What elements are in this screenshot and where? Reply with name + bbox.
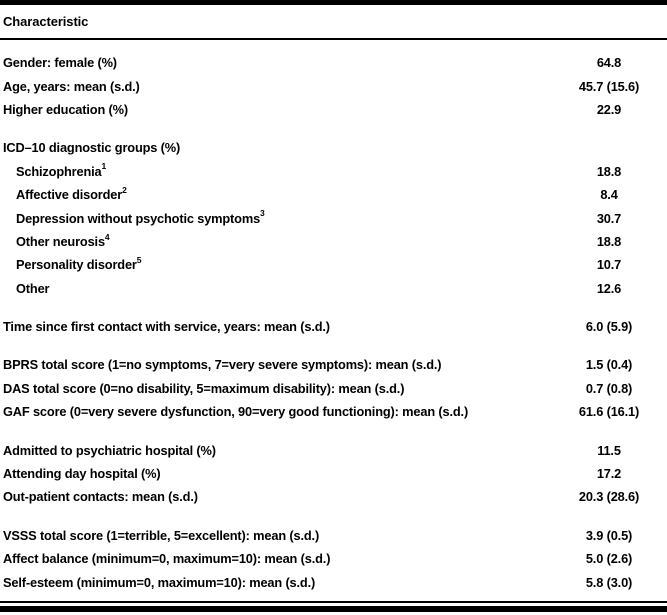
table-row: Other neurosis4 18.8 — [0, 230, 667, 253]
row-label: Schizophrenia1 — [16, 161, 107, 179]
table-row: Affect balance (minimum=0, maximum=10): … — [0, 547, 667, 570]
table-row: Self-esteem (minimum=0, maximum=10): mea… — [0, 570, 667, 593]
row-label: DAS total score (0=no disability, 5=maxi… — [3, 380, 405, 396]
footnote-marker: 1 — [101, 161, 107, 172]
row-value: 12.6 — [596, 280, 622, 296]
row-value: 22.9 — [596, 101, 622, 117]
table-row: Other 12.6 — [0, 277, 667, 300]
row-value: 20.3 (28.6) — [578, 489, 640, 505]
table-row: Affective disorder2 8.4 — [0, 183, 667, 206]
table-row: GAF score (0=very severe dysfunction, 90… — [0, 400, 667, 423]
row-label: Affective disorder2 — [16, 184, 127, 203]
row-value: 1.5 (0.4) — [585, 357, 633, 373]
row-label: ICD–10 diagnostic groups (%) — [3, 140, 181, 156]
row-group-clinical-scores: BPRS total score (1=no symptoms, 7=very … — [0, 353, 667, 423]
row-value: 0.7 (0.8) — [585, 380, 633, 396]
row-value: 10.7 — [596, 257, 622, 273]
table-header-row: Characteristic — [0, 5, 667, 40]
row-value: 17.2 — [596, 466, 622, 482]
footnote-marker: 4 — [104, 231, 110, 242]
row-group-diagnostics: ICD–10 diagnostic groups (%) Schizophren… — [0, 136, 667, 300]
column-header-characteristic: Characteristic — [3, 14, 89, 29]
row-label: BPRS total score (1=no symptoms, 7=very … — [3, 357, 442, 373]
row-label: Self-esteem (minimum=0, maximum=10): mea… — [3, 574, 316, 590]
row-group-service-contact: Time since first contact with service, y… — [0, 315, 667, 338]
table-row: BPRS total score (1=no symptoms, 7=very … — [0, 353, 667, 376]
table-row: Gender: female (%) 64.8 — [0, 51, 667, 74]
table-body: Gender: female (%) 64.8 Age, years: mean… — [0, 40, 667, 594]
row-value: 8.4 — [600, 187, 618, 203]
table-row: Higher education (%) 22.9 — [0, 98, 667, 121]
table-top-rule — [0, 0, 667, 5]
row-label: Time since first contact with service, y… — [3, 319, 330, 335]
row-value: 5.8 (3.0) — [585, 574, 633, 590]
table-row: Depression without psychotic symptoms3 3… — [0, 206, 667, 229]
footnote-marker: 2 — [122, 184, 127, 195]
table-row: Age, years: mean (s.d.) 45.7 (15.6) — [0, 74, 667, 97]
table-row: VSSS total score (1=terrible, 5=excellen… — [0, 524, 667, 547]
table-row: Time since first contact with service, y… — [0, 315, 667, 338]
row-label: Attending day hospital (%) — [3, 466, 161, 482]
row-label: Out-patient contacts: mean (s.d.) — [3, 489, 198, 505]
row-value: 3.9 (0.5) — [585, 527, 633, 543]
row-value: 18.8 — [596, 233, 622, 249]
row-label: Higher education (%) — [3, 101, 128, 117]
row-value: 11.5 — [597, 442, 621, 458]
row-value: 64.8 — [596, 55, 622, 71]
table-row: Out-patient contacts: mean (s.d.) 20.3 (… — [0, 485, 667, 508]
row-value: 6.0 (5.9) — [585, 319, 633, 335]
row-group-wellbeing-scores: VSSS total score (1=terrible, 5=excellen… — [0, 524, 667, 594]
row-group-service-use: Admitted to psychiatric hospital (%) 11.… — [0, 438, 667, 508]
table-bottom-thin-rule — [0, 600, 667, 603]
row-value: 18.8 — [596, 163, 622, 179]
row-value: 5.0 (2.6) — [585, 551, 633, 567]
row-label: VSSS total score (1=terrible, 5=excellen… — [3, 527, 320, 543]
footnote-marker: 5 — [136, 255, 142, 266]
table-row: Attending day hospital (%) 17.2 — [0, 462, 667, 485]
row-label: Admitted to psychiatric hospital (%) — [3, 442, 216, 458]
table-row: ICD–10 diagnostic groups (%) — [0, 136, 667, 159]
table-bottom-rules — [0, 600, 667, 612]
footnote-marker: 3 — [260, 208, 265, 219]
row-label: Other — [16, 280, 50, 296]
row-label: GAF score (0=very severe dysfunction, 90… — [3, 404, 469, 420]
table-row: Schizophrenia1 18.8 — [0, 160, 667, 183]
row-value: 61.6 (16.1) — [578, 404, 640, 420]
table-bottom-thick-rule — [0, 605, 667, 612]
row-label: Personality disorder5 — [16, 255, 142, 273]
row-value: 45.7 (15.6) — [578, 78, 640, 94]
table-row: Personality disorder5 10.7 — [0, 253, 667, 276]
row-label: Gender: female (%) — [3, 55, 117, 71]
row-label: Depression without psychotic symptoms3 — [16, 208, 265, 226]
table-row: DAS total score (0=no disability, 5=maxi… — [0, 377, 667, 400]
row-value: 30.7 — [596, 210, 622, 226]
row-label: Age, years: mean (s.d.) — [3, 78, 140, 94]
row-label: Other neurosis4 — [16, 231, 110, 249]
row-label: Affect balance (minimum=0, maximum=10): … — [3, 551, 331, 567]
table-row: Admitted to psychiatric hospital (%) 11.… — [0, 438, 667, 461]
row-group-demographics: Gender: female (%) 64.8 Age, years: mean… — [0, 51, 667, 121]
